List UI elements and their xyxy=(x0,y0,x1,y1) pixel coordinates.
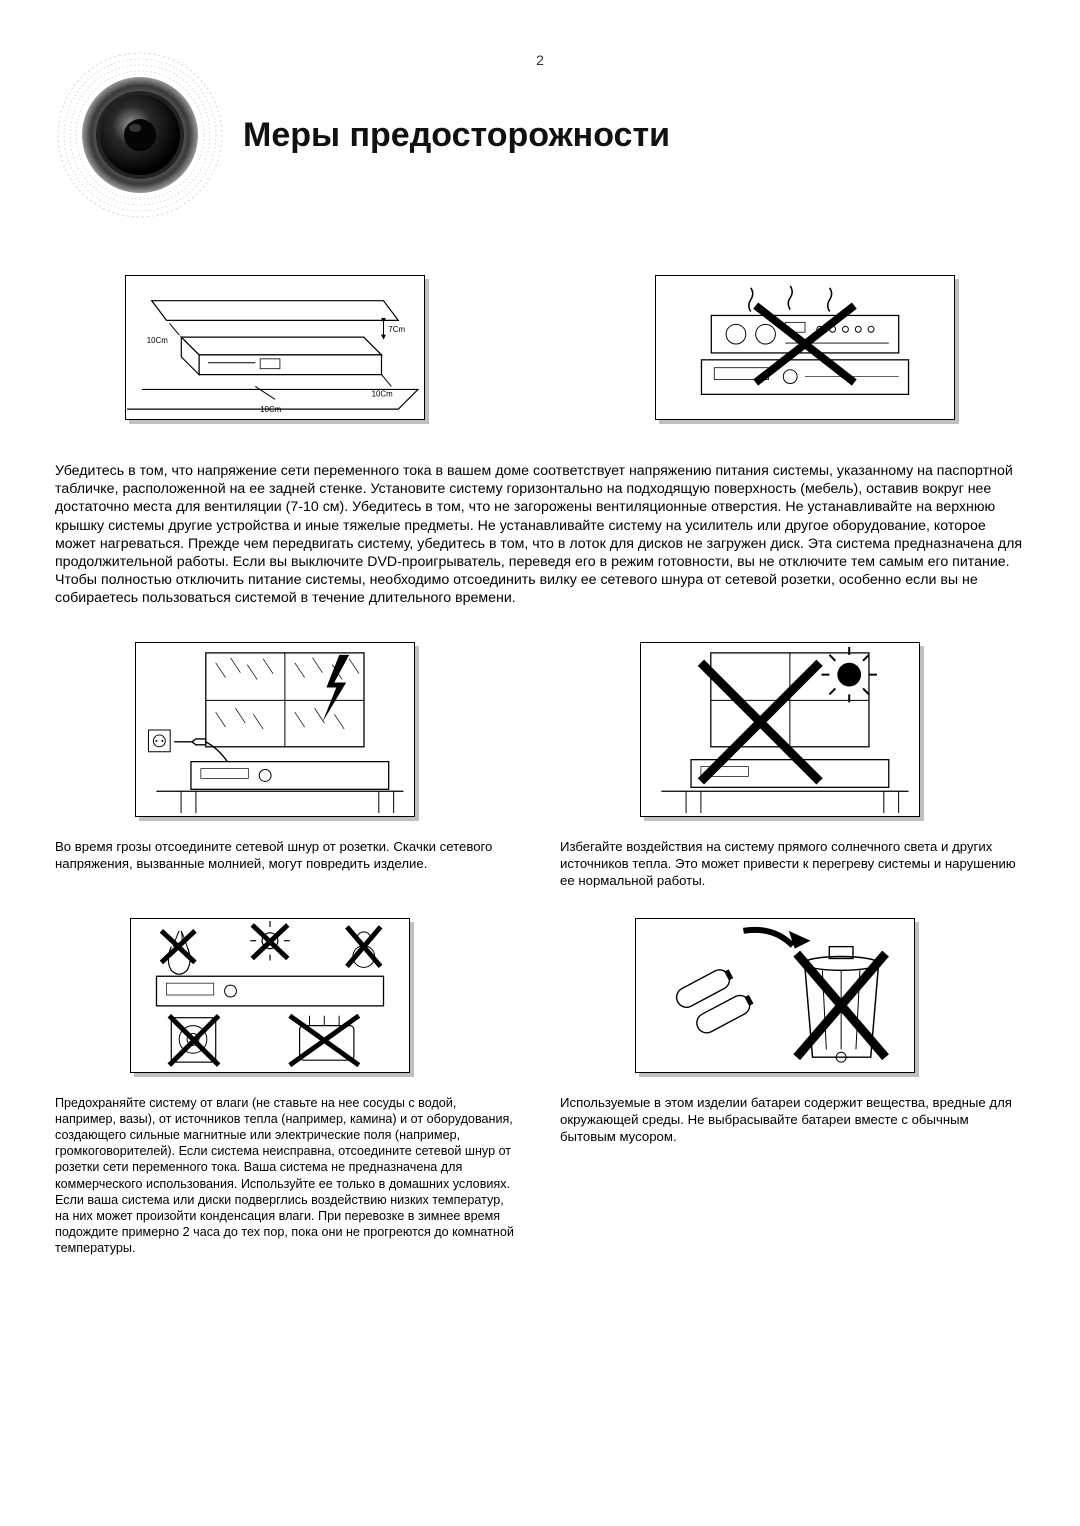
moisture-diagram xyxy=(130,918,410,1073)
dim-10cm-l: 10Cm xyxy=(147,336,168,345)
top-illustration-row: 7Cm 10Cm 10Cm 10Cm xyxy=(55,275,1025,442)
speaker-logo-icon xyxy=(55,50,225,220)
bottom-row: Предохраняйте систему от влаги (не ставь… xyxy=(55,918,1025,1256)
sunlight-diagram xyxy=(640,642,920,817)
stacking-prohibited-diagram xyxy=(655,275,955,420)
page-number: 2 xyxy=(536,52,544,68)
batteries-diagram xyxy=(635,918,915,1073)
main-paragraph: Убедитесь в том, что напряжение сети пер… xyxy=(55,462,1025,607)
storm-diagram xyxy=(135,642,415,817)
storm-caption: Во время грозы отсоедините сетевой шнур … xyxy=(55,839,520,873)
middle-row: Во время грозы отсоедините сетевой шнур … xyxy=(55,642,1025,890)
page-title: Меры предосторожности xyxy=(243,116,670,155)
ventilation-diagram: 7Cm 10Cm 10Cm 10Cm xyxy=(125,275,425,420)
batteries-caption: Используемые в этом изделии батареи соде… xyxy=(560,1095,1025,1146)
dim-7cm: 7Cm xyxy=(388,325,405,334)
dim-10cm-b: 10Cm xyxy=(260,405,281,414)
moisture-caption: Предохраняйте систему от влаги (не ставь… xyxy=(55,1095,520,1256)
header: Меры предосторожности xyxy=(55,50,1025,220)
sunlight-caption: Избегайте воздействия на систему прямого… xyxy=(560,839,1025,890)
dim-10cm-r: 10Cm xyxy=(372,389,393,398)
